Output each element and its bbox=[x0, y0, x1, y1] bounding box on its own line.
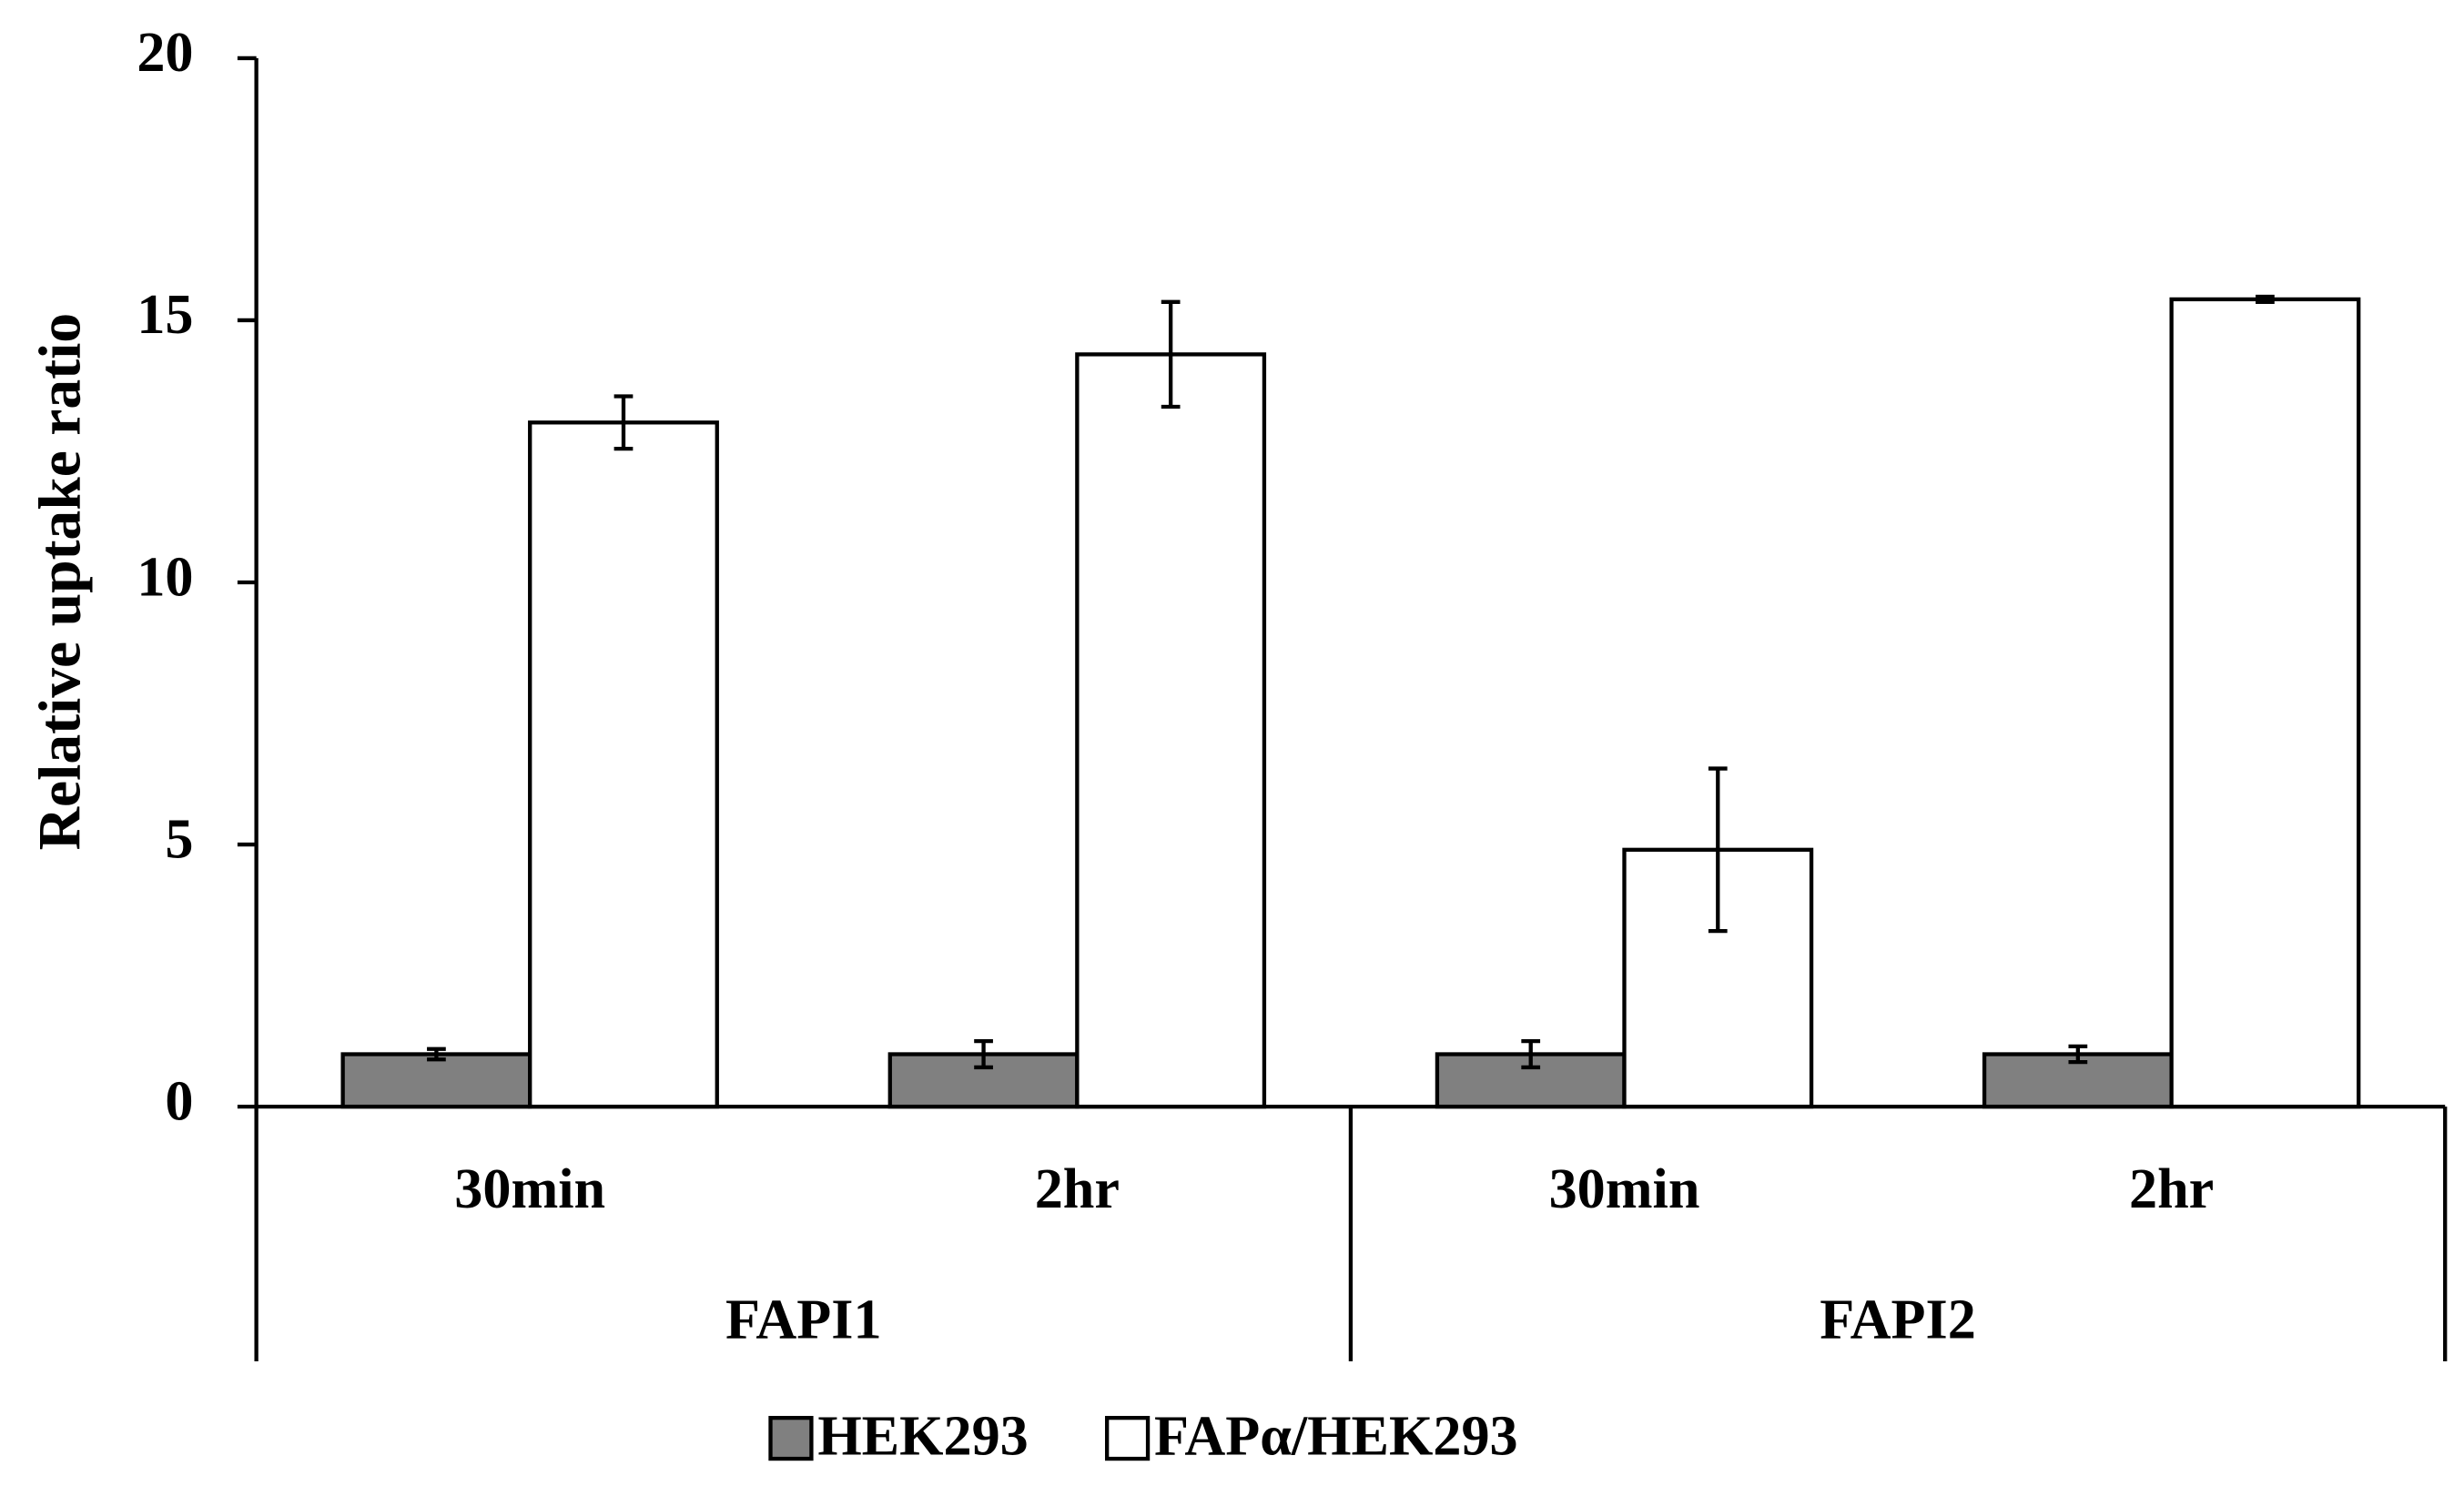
y-tick-label: 15 bbox=[137, 284, 193, 346]
bar bbox=[2169, 297, 2361, 1109]
y-tick-label: 0 bbox=[165, 1070, 193, 1132]
legend-swatch bbox=[1104, 1415, 1151, 1461]
error-bar bbox=[974, 1038, 993, 1070]
x-tick-label: 30min bbox=[1549, 1158, 1700, 1220]
legend-label: FAPα/HEK293 bbox=[1154, 1405, 1518, 1467]
bar bbox=[340, 1052, 532, 1109]
y-tick-label: 10 bbox=[137, 546, 193, 608]
x-tick-label: 30min bbox=[454, 1158, 605, 1220]
legend-swatch bbox=[768, 1415, 814, 1461]
x-tick-label: 2hr bbox=[1035, 1158, 1120, 1220]
legend-label: HEK293 bbox=[817, 1405, 1028, 1467]
bar bbox=[1075, 352, 1267, 1109]
error-bar bbox=[1161, 299, 1181, 409]
group-label: FAPI1 bbox=[725, 1289, 882, 1350]
error-bar bbox=[1708, 766, 1728, 934]
group-label: FAPI2 bbox=[1820, 1289, 1976, 1350]
error-bar bbox=[1521, 1038, 1541, 1070]
y-tick-label: 20 bbox=[137, 22, 193, 84]
error-bar bbox=[427, 1046, 446, 1062]
x-tick-label: 2hr bbox=[2129, 1158, 2214, 1220]
error-bar bbox=[2256, 294, 2275, 304]
bar bbox=[528, 420, 719, 1109]
y-tick-label: 5 bbox=[165, 808, 193, 870]
y-axis-label: Relative uptake ratio bbox=[28, 313, 94, 851]
error-bar bbox=[2068, 1044, 2088, 1065]
error-bar bbox=[613, 394, 634, 451]
